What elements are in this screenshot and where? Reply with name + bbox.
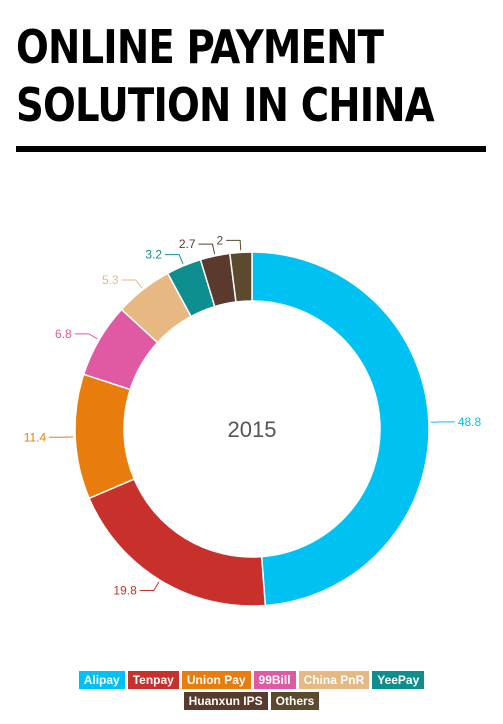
legend-row: Alipay Tenpay Union Pay 99Bill China PnR YeeP… <box>78 671 425 689</box>
leader-line-huanxun-ips <box>198 243 216 255</box>
legend-item-others: Others <box>270 692 320 710</box>
title-line-2: SOLUTION IN CHINA <box>16 78 435 132</box>
legend-item-china-pnr: China PnR <box>298 671 370 689</box>
leader-line-99bill <box>74 333 98 340</box>
value-label-yeepay: 3.2 <box>145 248 162 262</box>
center-label: 2015 <box>228 417 277 442</box>
slice-union-pay <box>74 373 136 500</box>
slice-alipay <box>251 251 430 607</box>
value-label-china-pnr: 5.3 <box>102 273 119 287</box>
leader-line-yeepay <box>165 254 184 265</box>
leader-line-tenpay <box>139 581 160 591</box>
chart-legend: Alipay Tenpay Union Pay 99Bill China PnR YeeP… <box>0 671 503 710</box>
legend-row: Huanxun IPS Others <box>183 692 320 710</box>
leader-line-china-pnr <box>121 279 143 289</box>
title-divider <box>16 146 486 152</box>
value-label-others: 2 <box>216 233 223 247</box>
title-line-1: ONLINE PAYMENT <box>16 20 384 74</box>
value-label-union-pay: 11.4 <box>24 430 47 444</box>
legend-item-union-pay: Union Pay <box>181 671 251 689</box>
value-label-99bill: 6.8 <box>55 327 72 341</box>
legend-item-alipay: Alipay <box>78 671 125 689</box>
value-label-huanxun-ips: 2.7 <box>179 237 196 251</box>
legend-item-tenpay: Tenpay <box>127 671 179 689</box>
legend-item-99bill: 99Bill <box>253 671 296 689</box>
value-label-alipay: 48.8 <box>458 415 482 429</box>
value-label-tenpay: 19.8 <box>113 583 137 597</box>
page-title: ONLINE PAYMENT SOLUTION IN CHINA <box>16 18 435 134</box>
legend-item-huanxun-ips: Huanxun IPS <box>183 692 268 710</box>
slice-others <box>228 251 253 303</box>
legend-item-yeepay: YeePay <box>372 671 425 689</box>
donut-chart: 48.8 19.8 11.4 6.8 5.3 3.2 2.7 2 2015 <box>24 233 482 607</box>
leader-line-others <box>226 239 242 251</box>
